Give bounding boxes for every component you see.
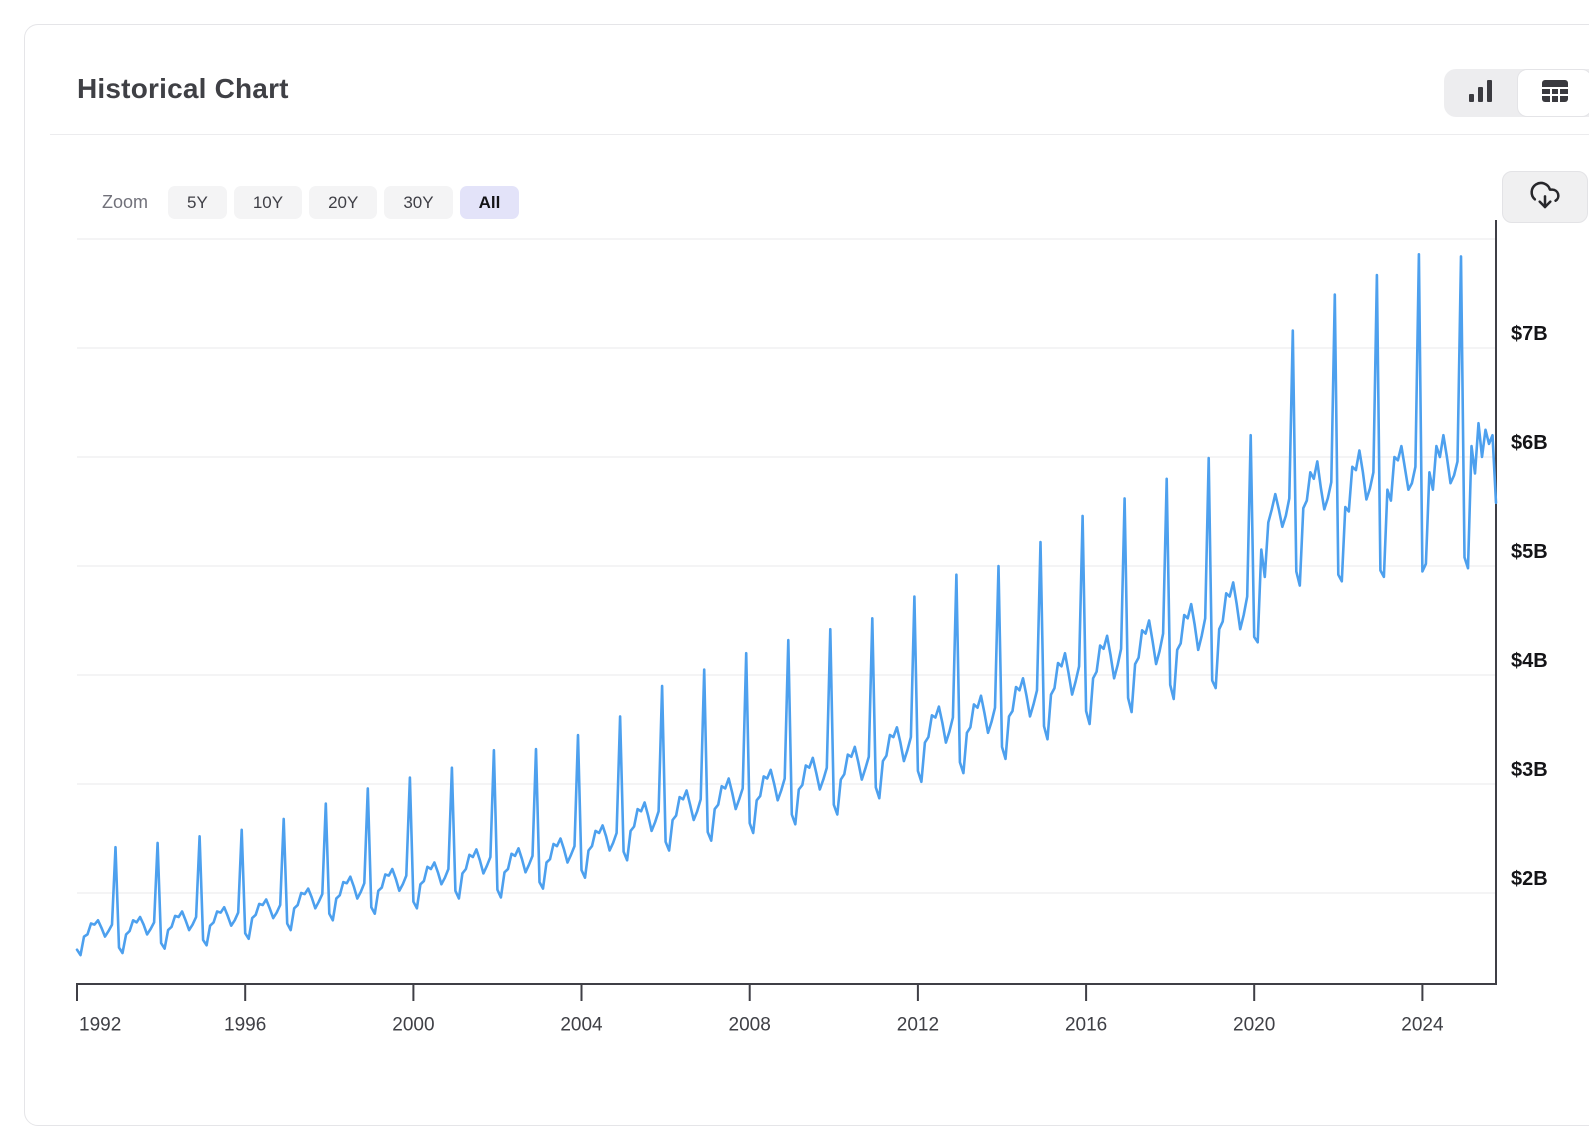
y-axis-label: $3B bbox=[1511, 759, 1548, 781]
x-axis-label: 2024 bbox=[1401, 1015, 1444, 1036]
x-axis-label: 2016 bbox=[1065, 1015, 1107, 1036]
x-axis-label: 2012 bbox=[897, 1015, 939, 1036]
x-axis-label: 1992 bbox=[79, 1015, 121, 1036]
x-axis-label: 2000 bbox=[392, 1015, 434, 1036]
y-axis-label: $2B bbox=[1511, 868, 1548, 890]
x-axis-label: 2020 bbox=[1233, 1015, 1275, 1036]
chart-plot-area[interactable] bbox=[77, 220, 1496, 984]
x-axis-label: 1996 bbox=[224, 1015, 266, 1036]
historical-line-chart[interactable]: $2B $3B $4B $5B $6B $7B 1992 1996 2000 2004 2008 20… bbox=[0, 0, 1589, 1080]
x-axis-label: 2004 bbox=[560, 1015, 603, 1036]
y-axis-label: $7B bbox=[1511, 323, 1548, 345]
y-axis-label: $6B bbox=[1511, 432, 1548, 454]
x-axis-label: 2008 bbox=[729, 1015, 771, 1036]
y-axis-label: $5B bbox=[1511, 541, 1548, 563]
y-axis-label: $4B bbox=[1511, 650, 1548, 672]
